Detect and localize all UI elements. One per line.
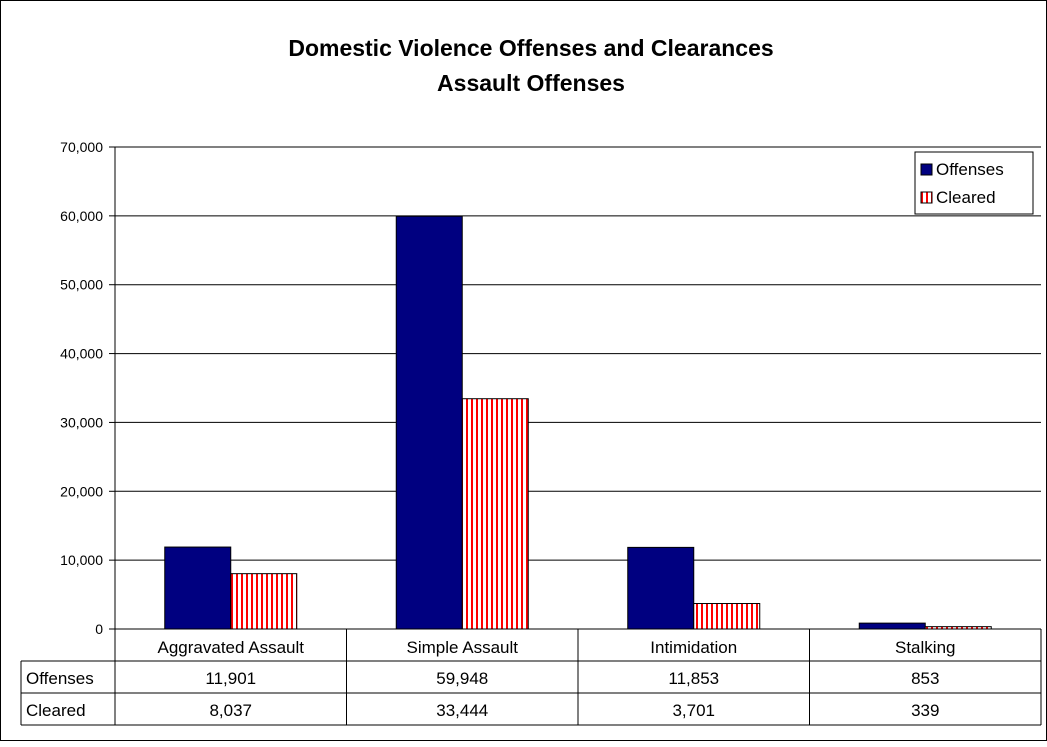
bar-offenses-2 <box>627 546 695 630</box>
category-label: Simple Assault <box>407 638 519 657</box>
legend: Offenses Cleared <box>914 151 1034 215</box>
table-row-label: Cleared <box>26 701 86 720</box>
table-cell: 59,948 <box>436 669 488 688</box>
y-tick-label: 30,000 <box>60 414 103 430</box>
chart-subtitle: Assault Offenses <box>437 70 625 96</box>
table-cell: 11,853 <box>668 669 719 688</box>
y-tick-label: 0 <box>95 621 103 637</box>
category-label: Aggravated Assault <box>158 638 305 657</box>
y-tick-label: 10,000 <box>60 552 103 568</box>
bar-cleared-1 <box>461 398 529 630</box>
y-tick-label: 20,000 <box>60 483 103 499</box>
data-table: Aggravated Assault Simple Assault Intimida… <box>20 629 1042 726</box>
bars <box>164 215 992 630</box>
axes <box>114 147 1041 630</box>
category-label: Intimidation <box>650 638 737 657</box>
table-cell: 3,701 <box>672 701 715 720</box>
bar-offenses-3 <box>858 622 926 630</box>
table-cell: 8,037 <box>209 701 252 720</box>
table-cell: 11,901 <box>205 669 256 688</box>
category-label: Stalking <box>895 638 955 657</box>
table-row-label: Offenses <box>26 669 94 688</box>
legend-swatch <box>920 163 933 176</box>
y-tick-label: 70,000 <box>60 139 103 155</box>
chart-title: Domestic Violence Offenses and Clearance… <box>288 35 773 61</box>
y-axis-ticks: 0 10,000 20,000 30,000 40,000 50,000 60,000 70,… <box>60 139 115 637</box>
table-cell: 339 <box>911 701 939 720</box>
y-tick-label: 50,000 <box>60 277 103 293</box>
legend-label: Cleared <box>936 188 996 207</box>
table-cell: 853 <box>911 669 939 688</box>
legend-label: Offenses <box>936 160 1004 179</box>
bar-cleared-0 <box>230 573 298 630</box>
y-tick-label: 60,000 <box>60 208 103 224</box>
bar-offenses-0 <box>164 546 232 630</box>
legend-swatch <box>920 191 933 204</box>
bar-cleared-2 <box>693 603 761 630</box>
gridlines <box>115 146 1041 561</box>
bar-offenses-1 <box>395 215 463 630</box>
y-tick-label: 40,000 <box>60 346 103 362</box>
legend-box <box>914 151 1034 215</box>
table-cell: 33,444 <box>436 701 488 720</box>
